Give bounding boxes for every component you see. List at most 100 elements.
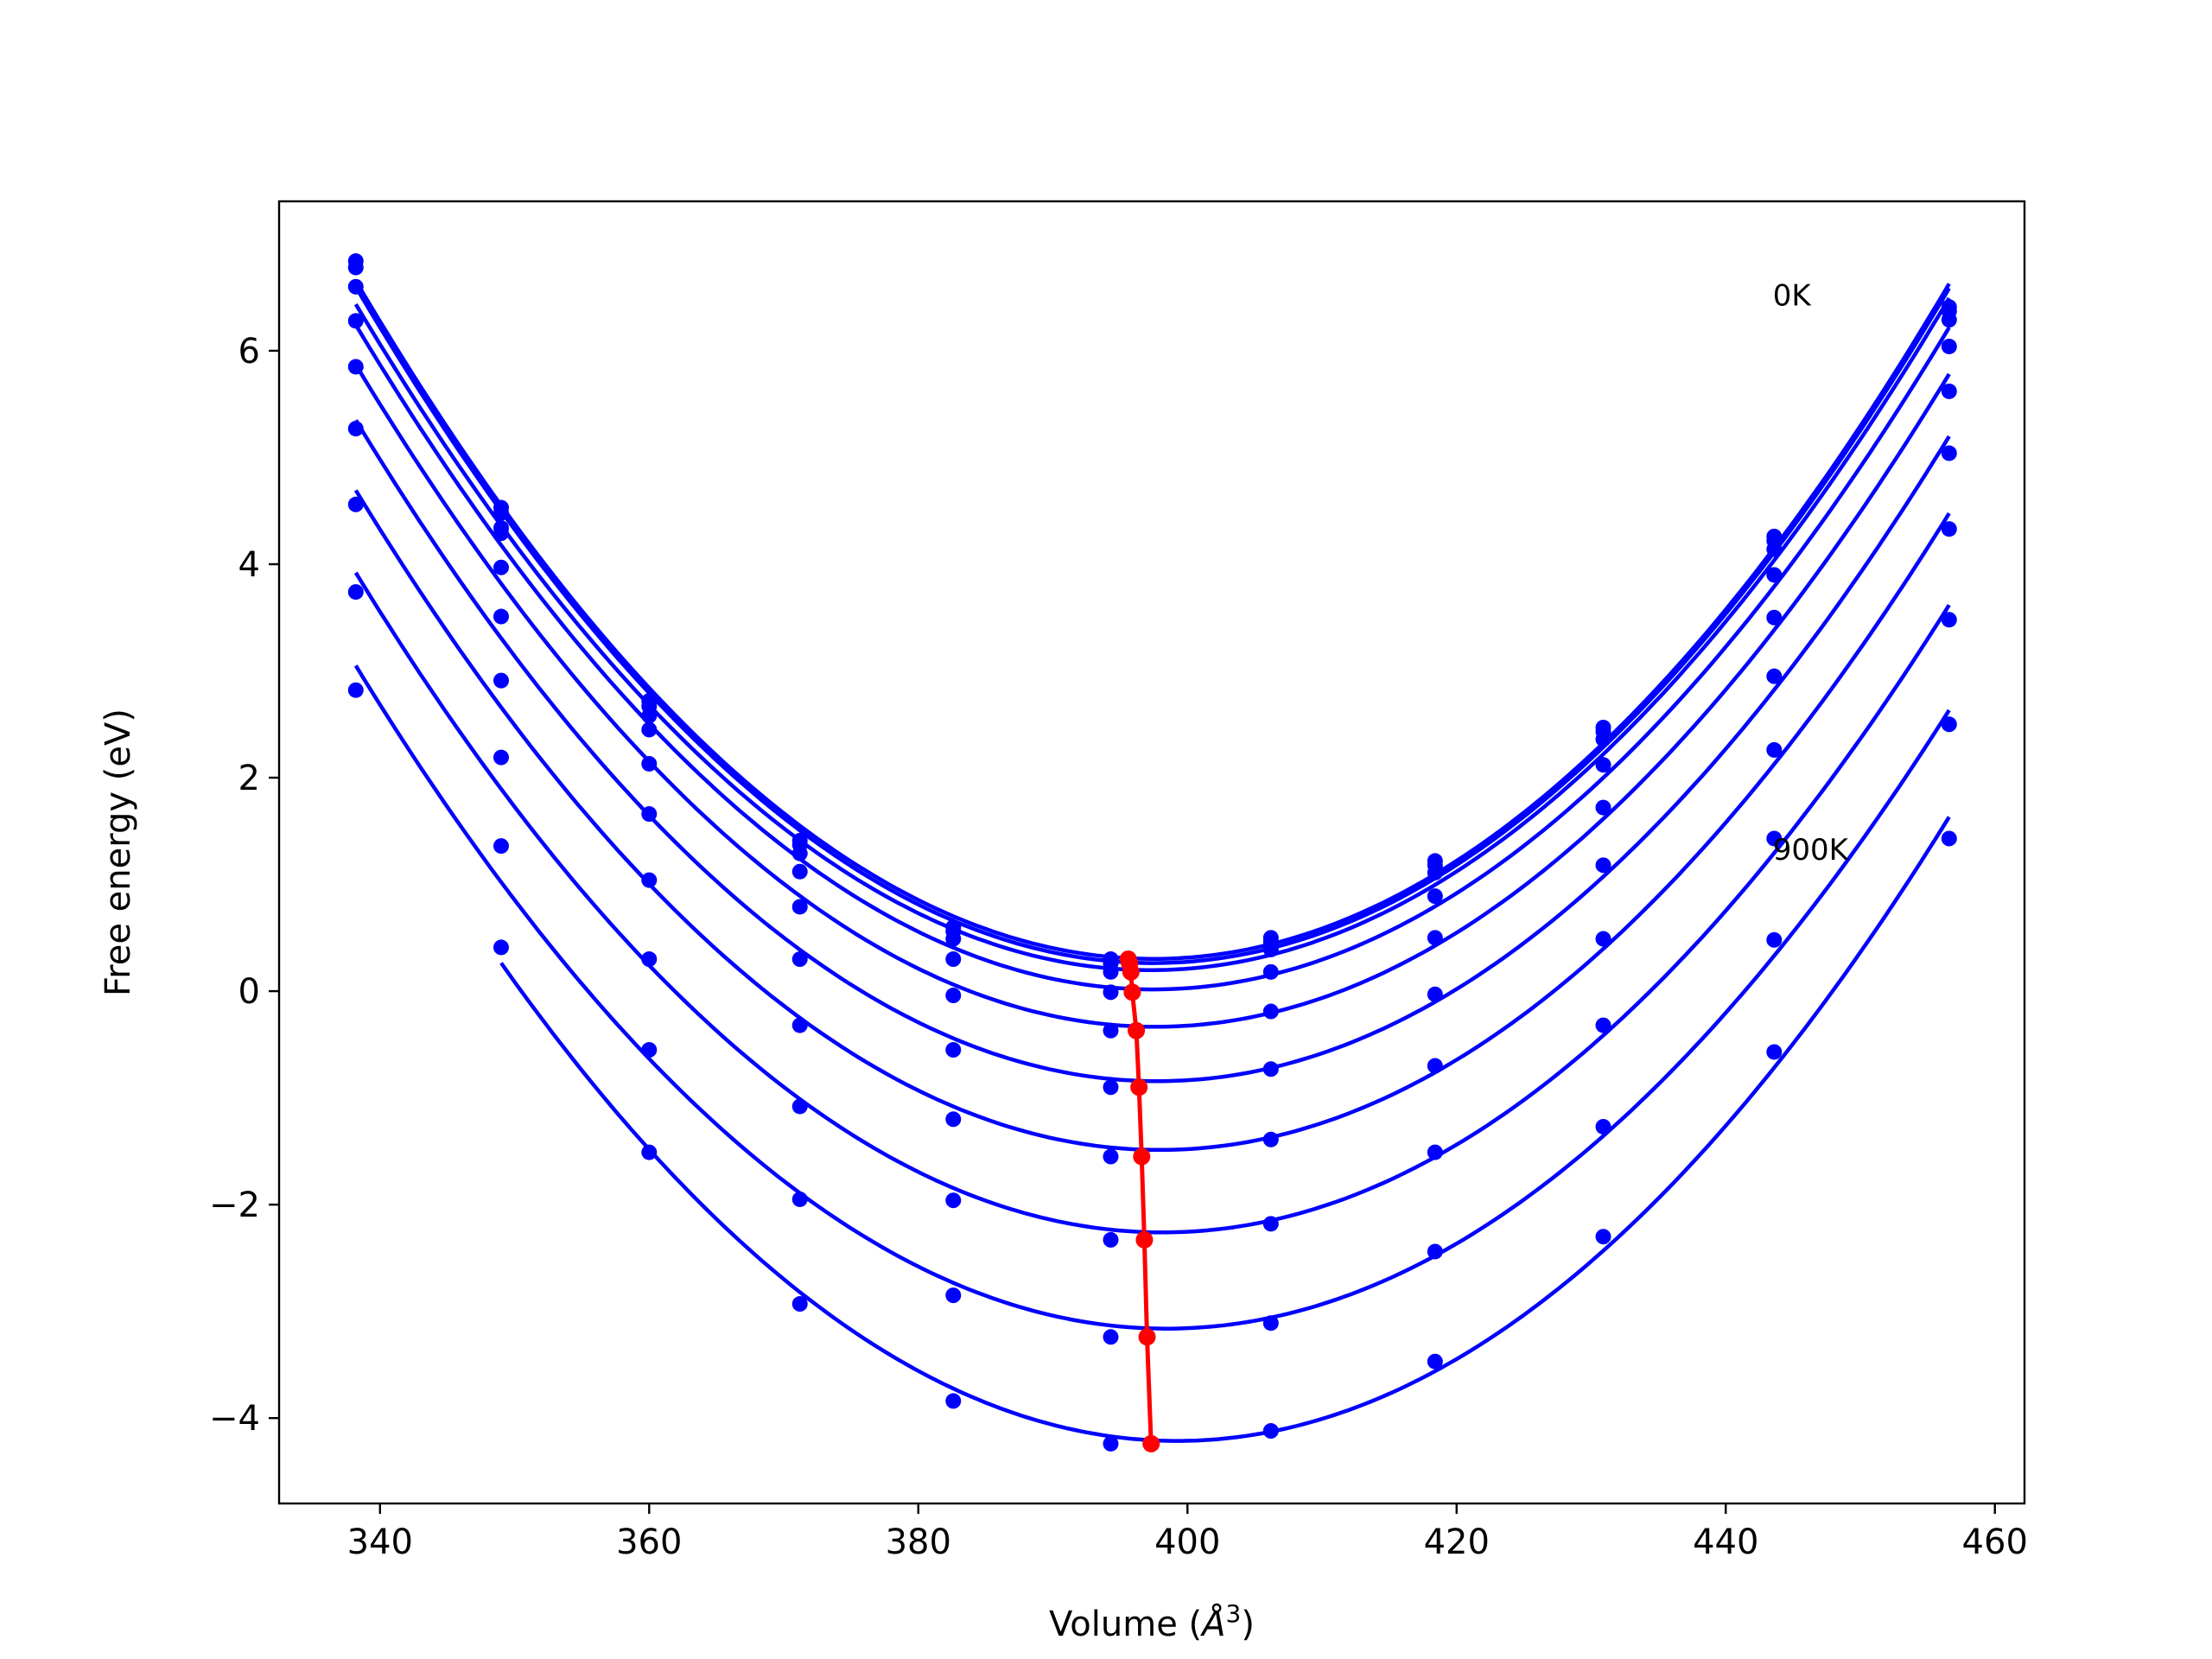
- series-curve: [353, 489, 1951, 1153]
- series-curve: [353, 279, 1951, 961]
- plot-frame: [277, 200, 2026, 1505]
- series-point: [791, 1296, 808, 1313]
- y-axis-ticks: −4 −2 0 2 4 6: [209, 332, 279, 1439]
- minima-point: [1123, 983, 1141, 1001]
- series-point: [791, 951, 808, 968]
- x-tick-label: 400: [1154, 1522, 1220, 1562]
- series-point: [945, 1042, 962, 1058]
- series-point: [1941, 830, 1957, 847]
- series-point: [1595, 1118, 1611, 1135]
- x-tick-label: 440: [1693, 1522, 1758, 1562]
- series-point: [347, 278, 364, 295]
- minima-point: [1138, 1328, 1156, 1346]
- x-axis-label-exponent: 3: [1226, 1599, 1242, 1628]
- series-point: [1262, 1216, 1279, 1232]
- series-point: [945, 1287, 962, 1304]
- minima-point: [1128, 1021, 1146, 1039]
- series-point: [1103, 963, 1119, 980]
- minima-point: [1122, 963, 1140, 981]
- minima-point: [1133, 1147, 1151, 1166]
- annotations: 0K 900K: [1773, 279, 1850, 868]
- series-point: [1766, 830, 1783, 847]
- x-axis-label-text: Volume (: [1049, 1605, 1202, 1644]
- series-point: [493, 559, 509, 575]
- series-point: [1766, 741, 1783, 758]
- series-point: [1941, 445, 1957, 461]
- y-axis-label: Free energy (eV): [99, 709, 138, 996]
- series-point: [791, 1017, 808, 1033]
- series-point: [1262, 1003, 1279, 1020]
- series-point: [1262, 1423, 1279, 1440]
- curve-annotation: 0K: [1773, 279, 1813, 314]
- series-point: [641, 806, 658, 823]
- series-point: [945, 988, 962, 1004]
- series-point: [1941, 338, 1957, 354]
- series-point: [347, 421, 364, 437]
- series-point: [945, 1192, 962, 1209]
- x-tick-label: 420: [1424, 1522, 1490, 1562]
- series-point: [1595, 857, 1611, 874]
- series-point: [791, 899, 808, 915]
- series-point: [945, 931, 962, 947]
- y-tick-label: −4: [209, 1399, 260, 1439]
- series-point: [1103, 1435, 1119, 1452]
- series-point: [1595, 1229, 1611, 1245]
- series-curve: [353, 419, 1951, 1084]
- series-point: [347, 584, 364, 601]
- x-tick-label: 340: [347, 1522, 413, 1562]
- minima-point: [1135, 1230, 1154, 1249]
- series-point: [1766, 1044, 1783, 1060]
- series-point: [1766, 541, 1783, 557]
- series-point: [1262, 963, 1279, 980]
- series-point: [1595, 731, 1611, 747]
- series-point: [347, 359, 364, 375]
- series-curve: [353, 363, 1951, 1029]
- x-axis-label: Volume (Å3): [1049, 1599, 1255, 1644]
- series-point: [1595, 799, 1611, 816]
- series-curve: [353, 664, 1951, 1331]
- series-points: [347, 253, 1957, 1452]
- series-point: [1427, 888, 1443, 905]
- x-axis-label-symbol: Å: [1199, 1603, 1225, 1644]
- series-point: [1427, 930, 1443, 946]
- series-point: [1595, 1017, 1611, 1033]
- series-point: [945, 1111, 962, 1128]
- curve-annotation: 900K: [1773, 833, 1850, 868]
- series-point: [791, 845, 808, 861]
- series-point: [1103, 1079, 1119, 1096]
- series-point: [1941, 521, 1957, 537]
- y-tick-label: 4: [238, 545, 260, 585]
- series-point: [493, 505, 509, 521]
- series-point: [1103, 1231, 1119, 1248]
- minima-point: [1142, 1434, 1160, 1452]
- series-point: [1941, 716, 1957, 733]
- x-tick-label: 380: [886, 1522, 951, 1562]
- series-point: [1262, 1131, 1279, 1147]
- series-point: [1941, 312, 1957, 328]
- series-point: [347, 313, 364, 329]
- series-point: [1766, 668, 1783, 684]
- series-point: [791, 863, 808, 880]
- series-point: [1262, 1315, 1279, 1332]
- series-point: [493, 749, 509, 766]
- series-point: [1941, 612, 1957, 628]
- y-tick-label: 6: [238, 332, 260, 372]
- series-point: [1262, 941, 1279, 957]
- series-point: [641, 755, 658, 772]
- series-curves: [353, 279, 1951, 1443]
- y-tick-label: 2: [238, 759, 260, 798]
- series-point: [1262, 1061, 1279, 1077]
- series-point: [1766, 609, 1783, 626]
- series-point: [1427, 1243, 1443, 1260]
- series-curve: [353, 323, 1951, 992]
- series-point: [1103, 1022, 1119, 1039]
- series-point: [1941, 383, 1957, 399]
- series-point: [945, 1393, 962, 1409]
- y-tick-label: −2: [209, 1185, 260, 1225]
- x-tick-label: 460: [1962, 1522, 2028, 1562]
- series-point: [1427, 986, 1443, 1002]
- series-point: [1427, 864, 1443, 880]
- series-point: [493, 525, 509, 542]
- series-point: [493, 672, 509, 689]
